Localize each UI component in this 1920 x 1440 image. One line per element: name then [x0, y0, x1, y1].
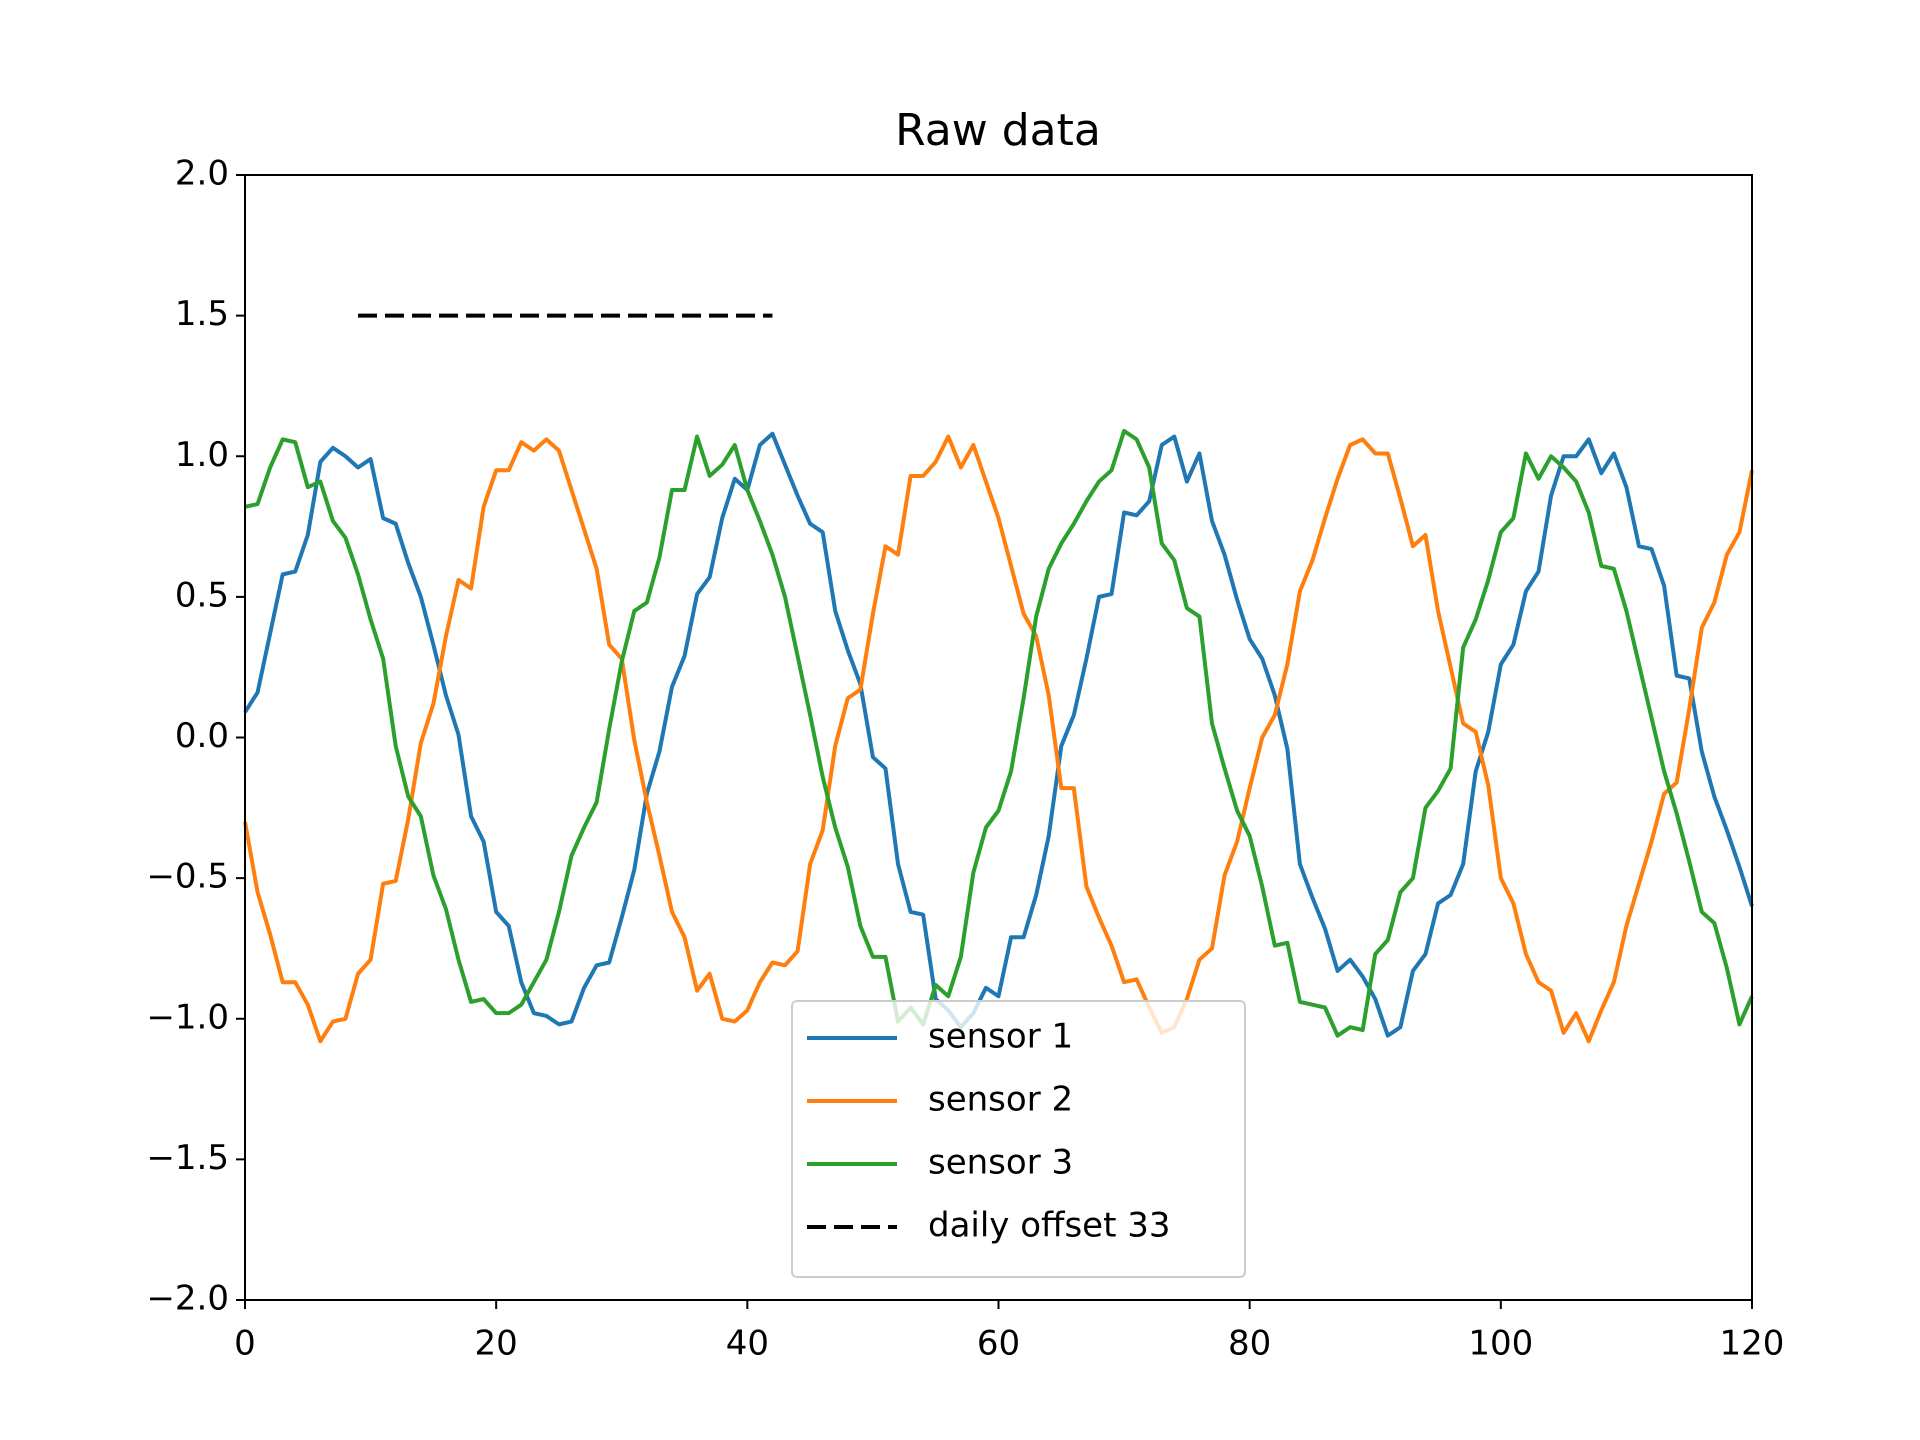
series-line — [243, 431, 1754, 1038]
x-tick-label: 80 — [1228, 1324, 1271, 1364]
y-tick-label: 0.0 — [175, 716, 229, 756]
x-tick-label: 20 — [475, 1324, 518, 1364]
legend-label: sensor 2 — [928, 1080, 1073, 1120]
series-line — [243, 434, 1754, 1044]
y-tick-label: −2.0 — [146, 1279, 229, 1319]
plot-frame — [244, 174, 1753, 1301]
x-tick-label: 120 — [1720, 1324, 1785, 1364]
legend-label: sensor 3 — [928, 1143, 1073, 1183]
x-tick-label: 100 — [1468, 1324, 1533, 1364]
legend-label: daily offset 33 — [928, 1206, 1171, 1246]
legend: sensor 1 sensor 2 sensor 3 daily offset 33 — [791, 1000, 1246, 1278]
y-tick-label: −1.0 — [146, 997, 229, 1037]
legend-label: sensor 1 — [928, 1017, 1073, 1057]
chart-title: Raw data — [895, 105, 1101, 156]
legend-box — [791, 1000, 1246, 1278]
y-tick-label: 2.0 — [175, 154, 229, 194]
y-tick-label: 1.5 — [175, 294, 229, 334]
x-tick-label: 40 — [726, 1324, 769, 1364]
x-tick-label: 60 — [977, 1324, 1020, 1364]
y-tick-label: −0.5 — [146, 857, 229, 897]
y-tick-label: −1.5 — [146, 1138, 229, 1178]
y-tick-label: 0.5 — [175, 575, 229, 615]
x-tick-label: 0 — [234, 1324, 256, 1364]
y-tick-label: 1.0 — [175, 435, 229, 475]
series-line — [244, 428, 1754, 1038]
